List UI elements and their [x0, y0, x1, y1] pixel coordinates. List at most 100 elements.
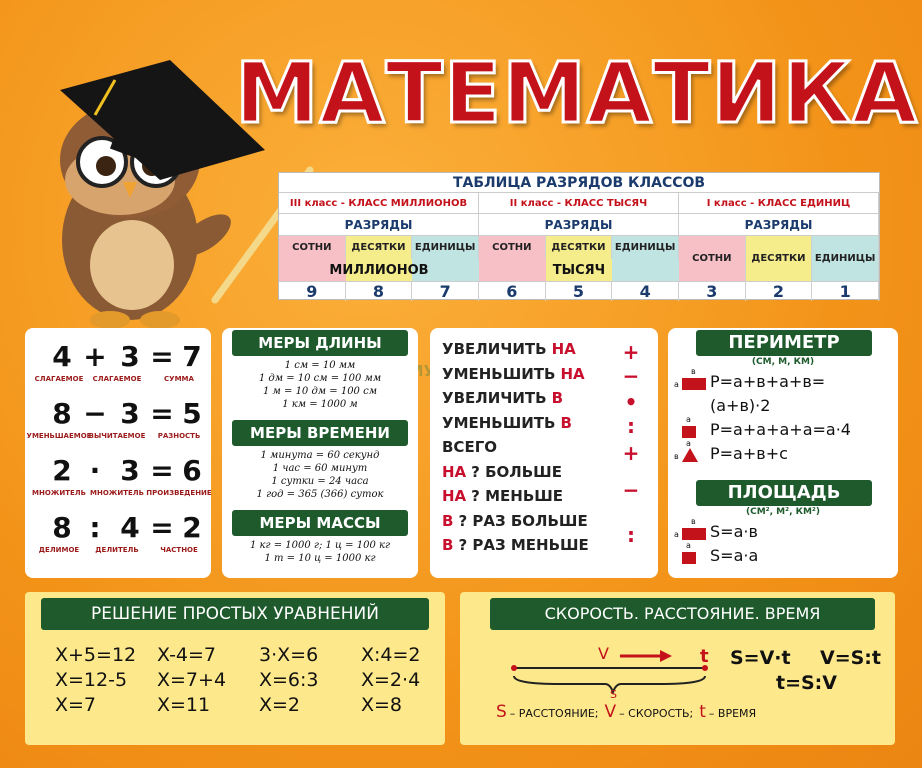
legend-symbol: S — [496, 702, 507, 722]
ranks-label: РАЗРЯДЫ — [479, 214, 679, 236]
rank-cell: ДЕСЯТКИ — [345, 236, 413, 259]
area-units: (СМ², М², КМ²) — [746, 507, 820, 517]
measure-line: 1 см = 10 мм — [284, 360, 356, 371]
arith-symbol: 2 — [182, 511, 202, 544]
arith-symbol: = — [150, 340, 174, 373]
compare-word: НА — [442, 487, 467, 505]
speed-formula: S=V·t — [730, 647, 791, 669]
arith-label: ЧАСТНОЕ — [160, 546, 198, 554]
compare-row: ВСЕГО — [442, 438, 612, 456]
compare-sign: − — [622, 364, 640, 388]
geometry-panel: ПЕРИМЕТР (СМ, М, КМ) в а P=а+в+а+в= (а+в)·2 а P… — [668, 328, 898, 578]
formula: P=а+а+а+а=а·4 — [710, 420, 851, 439]
rank-cell: СОТНИ — [479, 236, 546, 259]
measure-line: 1 минута = 60 секунд — [260, 450, 380, 461]
speed-formula: t=S:V — [776, 672, 837, 694]
perimeter-units: (СМ, М, КМ) — [751, 357, 815, 367]
measure-line: 1 год = 365 (366) суток — [256, 489, 384, 500]
ranks-label: РАЗРЯДЫ — [279, 214, 479, 236]
compare-word: В — [442, 536, 454, 554]
measure-line: 1 час = 60 минут — [272, 463, 368, 474]
speed-t: t — [700, 646, 709, 667]
compare-row: УМЕНЬШИТЬ В — [442, 414, 612, 432]
unit-bg — [545, 259, 613, 281]
rank-cell: СОТНИ — [679, 236, 746, 281]
compare-word: ? РАЗ БОЛЬШЕ — [458, 511, 588, 530]
compare-word: В — [551, 389, 564, 407]
arith-symbol: · — [89, 454, 101, 487]
arith-symbol: 2 — [52, 454, 72, 487]
arith-symbol: 5 — [182, 397, 202, 430]
speed-v: V — [598, 644, 609, 663]
formula: (а+в)·2 — [710, 396, 771, 415]
arith-label: ДЕЛИМОЕ — [38, 546, 80, 554]
legend-text: – РАССТОЯНИЕ; — [509, 707, 599, 720]
measure-title: МЕРЫ ВРЕМЕНИ — [232, 420, 408, 446]
shape-label: в — [691, 517, 696, 526]
speed-s: S — [610, 688, 617, 701]
unit-bg — [412, 259, 479, 281]
compare-word: В — [442, 511, 454, 530]
rank-cell: ЕДИНИЦЫ — [612, 236, 679, 259]
digit: 3 — [679, 281, 746, 301]
table-title: ТАБЛИЦА РАЗРЯДОВ КЛАССОВ — [279, 173, 879, 193]
arith-symbol: 3 — [120, 454, 140, 487]
compare-word: УМЕНЬШИТЬ — [442, 364, 556, 383]
unit-bg — [279, 259, 346, 281]
equations-title: РЕШЕНИЕ ПРОСТЫХ УРАВНЕНИЙ — [41, 598, 429, 630]
arith-label: СУММА — [164, 375, 194, 383]
arith-label: ДЕЛИТЕЛЬ — [95, 546, 139, 554]
speed-legend: S – РАССТОЯНИЕ; V – СКОРОСТЬ; t – ВРЕМЯ — [496, 702, 876, 722]
compare-row: УВЕЛИЧИТЬ В — [442, 389, 612, 407]
measure-line: 1 т = 10 ц = 1000 кг — [264, 553, 376, 564]
equation: X=7 — [55, 694, 97, 716]
area-title: ПЛОЩАДЬ — [696, 480, 872, 506]
compare-word: ? РАЗ МЕНЬШЕ — [458, 536, 589, 554]
digit: 9 — [279, 281, 346, 301]
compare-row: В? РАЗ МЕНЬШЕ — [442, 536, 612, 554]
arith-label: РАЗНОСТЬ — [157, 432, 201, 440]
shape-label: а — [686, 439, 691, 448]
class-name: II класс - КЛАСС ТЫСЯЧ — [479, 193, 679, 214]
compare-row: УВЕЛИЧИТЬ НА — [442, 340, 612, 358]
digit: 7 — [412, 281, 479, 301]
arith-label: МНОЖИТЕЛЬ — [32, 489, 86, 497]
perimeter-title: ПЕРИМЕТР — [696, 330, 872, 356]
measures-panel: МЕРЫ ДЛИНЫ 1 см = 10 мм 1 дм = 10 см = 100… — [222, 328, 418, 578]
compare-word: УМЕНЬШИТЬ — [442, 413, 556, 432]
unit-bg — [479, 259, 546, 281]
shape-rect — [682, 528, 706, 540]
compare-word: НА — [560, 364, 585, 383]
class-name: III класс - КЛАСС МИЛЛИОНОВ — [279, 193, 479, 214]
compare-sign: : — [627, 523, 635, 547]
measure-line: 1 км = 1000 м — [282, 399, 358, 410]
formula: S=а·а — [710, 546, 759, 565]
measure-line: 1 кг = 1000 г; 1 ц = 100 кг — [249, 540, 391, 551]
digit: 5 — [545, 281, 613, 301]
legend-symbol: t — [699, 702, 706, 722]
compare-word: ВСЕГО — [442, 438, 497, 456]
shape-square — [682, 552, 696, 564]
arith-label: ПРОИЗВЕДЕНИЕ — [146, 489, 212, 497]
digit: 4 — [612, 281, 679, 301]
equation: X=7+4 — [157, 669, 227, 691]
arith-label: СЛАГАЕМОЕ — [92, 375, 142, 383]
arith-symbol: 8 — [52, 397, 72, 430]
shape-label: в — [674, 452, 679, 461]
equation: X+5=12 — [55, 644, 137, 666]
equation: X=2 — [259, 694, 301, 716]
compare-word: ? БОЛЬШЕ — [471, 462, 562, 481]
equation: X=11 — [157, 694, 211, 716]
arith-symbol: 4 — [52, 340, 72, 373]
compare-sign: • — [624, 390, 638, 414]
equation: 3·X=6 — [259, 644, 319, 666]
compare-row: В? РАЗ БОЛЬШЕ — [442, 512, 612, 530]
arith-symbol: 3 — [120, 340, 140, 373]
digit: 2 — [745, 281, 813, 301]
page-title: МАТЕМАТИКА — [234, 43, 919, 144]
arith-symbol: 3 — [120, 397, 140, 430]
arith-symbol: 8 — [52, 511, 72, 544]
